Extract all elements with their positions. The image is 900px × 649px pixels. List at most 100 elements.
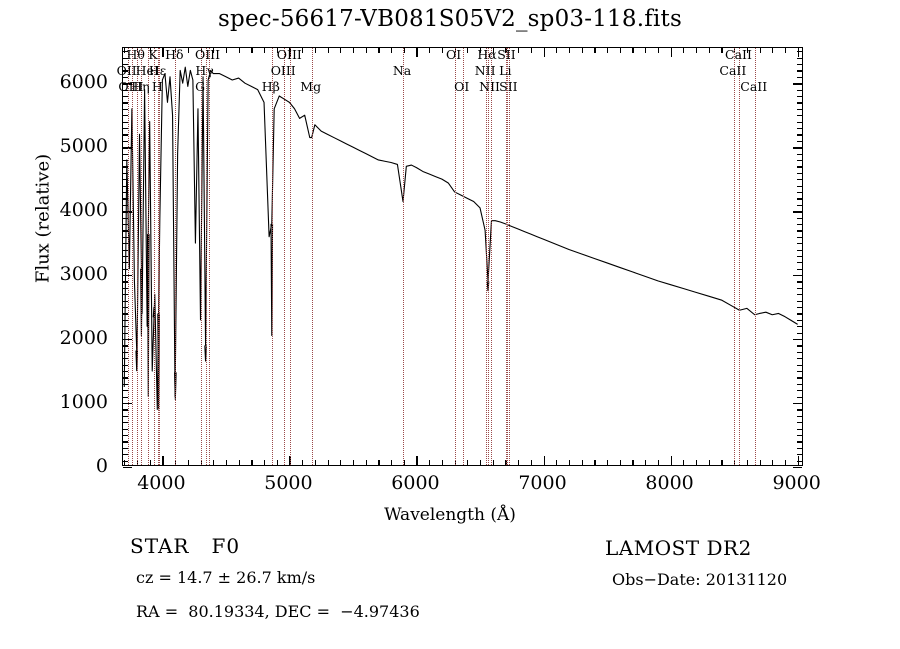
- axis-tick: [797, 415, 802, 417]
- axis-tick: [797, 460, 802, 462]
- axis-tick: [276, 460, 278, 465]
- axis-tick: [797, 166, 802, 168]
- spectral-line-label: G: [195, 79, 206, 94]
- spectral-line-label: OIII: [194, 47, 221, 62]
- spectral-line-label: HeI: [135, 63, 159, 78]
- axis-tick: [797, 185, 802, 187]
- axis-tick: [391, 48, 393, 53]
- axis-tick: [797, 358, 802, 360]
- axis-tick: [123, 127, 128, 130]
- axis-tick: [200, 460, 202, 465]
- axis-tick: [123, 454, 128, 456]
- x-tick-label: 5000: [264, 472, 313, 494]
- axis-tick: [123, 268, 128, 270]
- axis-tick: [568, 48, 571, 53]
- spectral-line-label: CaII: [740, 79, 768, 94]
- coordinates-text: RA = 80.19334, DEC = −4.97436: [136, 602, 420, 621]
- axis-tick: [797, 377, 802, 379]
- axis-tick: [797, 255, 802, 258]
- axis-tick: [123, 204, 128, 206]
- axis-tick: [429, 460, 431, 465]
- axis-tick: [721, 460, 723, 465]
- spectral-line-label: OI: [454, 79, 470, 94]
- axis-tick: [123, 319, 128, 322]
- axis-tick: [797, 217, 802, 219]
- axis-tick: [264, 48, 266, 53]
- axis-tick: [123, 153, 128, 155]
- axis-tick: [225, 460, 228, 465]
- x-tick-label: 4000: [137, 472, 186, 494]
- spectral-line-marker: [311, 48, 314, 465]
- axis-tick: [746, 48, 748, 53]
- axis-tick: [123, 191, 128, 194]
- spectral-line-marker: [290, 48, 292, 465]
- axis-tick: [123, 102, 128, 104]
- spectral-line-marker: [131, 48, 134, 465]
- axis-tick: [123, 134, 128, 136]
- axis-tick: [518, 48, 520, 53]
- axis-tick: [797, 102, 802, 104]
- spectral-line-label: Mg: [300, 79, 322, 94]
- axis-tick: [123, 326, 128, 328]
- axis-tick: [123, 345, 128, 347]
- x-tick-label: 9000: [772, 472, 821, 494]
- y-tick-label: 5000: [59, 135, 108, 158]
- axis-tick: [123, 351, 128, 354]
- spectral-line-marker: [284, 48, 286, 465]
- axis-tick: [721, 48, 723, 53]
- axis-tick: [793, 83, 802, 85]
- axis-tick: [123, 166, 128, 168]
- axis-tick: [797, 127, 802, 130]
- axis-tick: [797, 108, 802, 110]
- spectral-line-label: NII: [479, 79, 500, 94]
- axis-tick: [797, 76, 802, 78]
- axis-tick: [797, 409, 802, 411]
- spectral-line-marker: [507, 48, 509, 465]
- axis-tick: [797, 345, 802, 347]
- axis-tick: [123, 76, 128, 78]
- axis-tick: [149, 460, 151, 465]
- page-title: spec-56617-VB081S05V2_sp03-118.fits: [218, 6, 682, 32]
- axis-tick: [797, 371, 802, 373]
- spectral-line-label: NII: [474, 63, 496, 78]
- axis-tick: [797, 351, 802, 354]
- axis-tick: [378, 460, 380, 465]
- axis-tick: [123, 377, 128, 379]
- axis-tick: [289, 456, 291, 465]
- y-tick-label: 2000: [59, 327, 108, 350]
- x-tick-label: 7000: [518, 472, 567, 494]
- axis-tick: [416, 456, 418, 465]
- axis-tick: [391, 460, 393, 465]
- axis-tick: [123, 243, 128, 245]
- axis-tick: [797, 281, 802, 283]
- spectral-line-label: Hε: [148, 63, 167, 78]
- axis-tick: [797, 287, 802, 290]
- axis-tick: [797, 428, 802, 430]
- axis-tick: [772, 460, 774, 465]
- axis-tick: [123, 255, 128, 258]
- axis-tick: [123, 313, 128, 315]
- spectral-line-label: H: [151, 79, 163, 94]
- axis-tick: [797, 383, 802, 386]
- spectral-line-marker: [754, 48, 757, 465]
- axis-tick: [187, 460, 189, 465]
- axis-tick: [365, 460, 367, 465]
- axis-tick: [162, 456, 164, 465]
- axis-tick: [123, 185, 128, 187]
- axis-tick: [123, 89, 128, 91]
- axis-tick: [264, 460, 266, 465]
- axis-tick: [670, 456, 672, 465]
- axis-tick: [797, 115, 802, 117]
- axis-tick: [797, 294, 802, 296]
- spectral-line-label: OIII: [270, 63, 296, 78]
- axis-tick: [403, 460, 405, 465]
- axis-tick: [797, 204, 802, 206]
- spectral-line-marker: [158, 48, 161, 465]
- axis-tick: [797, 435, 802, 437]
- axis-tick: [594, 48, 596, 53]
- axis-tick: [797, 396, 802, 398]
- axis-tick: [797, 140, 802, 142]
- axis-tick: [251, 48, 253, 53]
- y-tick-label: 3000: [59, 263, 108, 286]
- spectral-line-marker: [154, 48, 156, 465]
